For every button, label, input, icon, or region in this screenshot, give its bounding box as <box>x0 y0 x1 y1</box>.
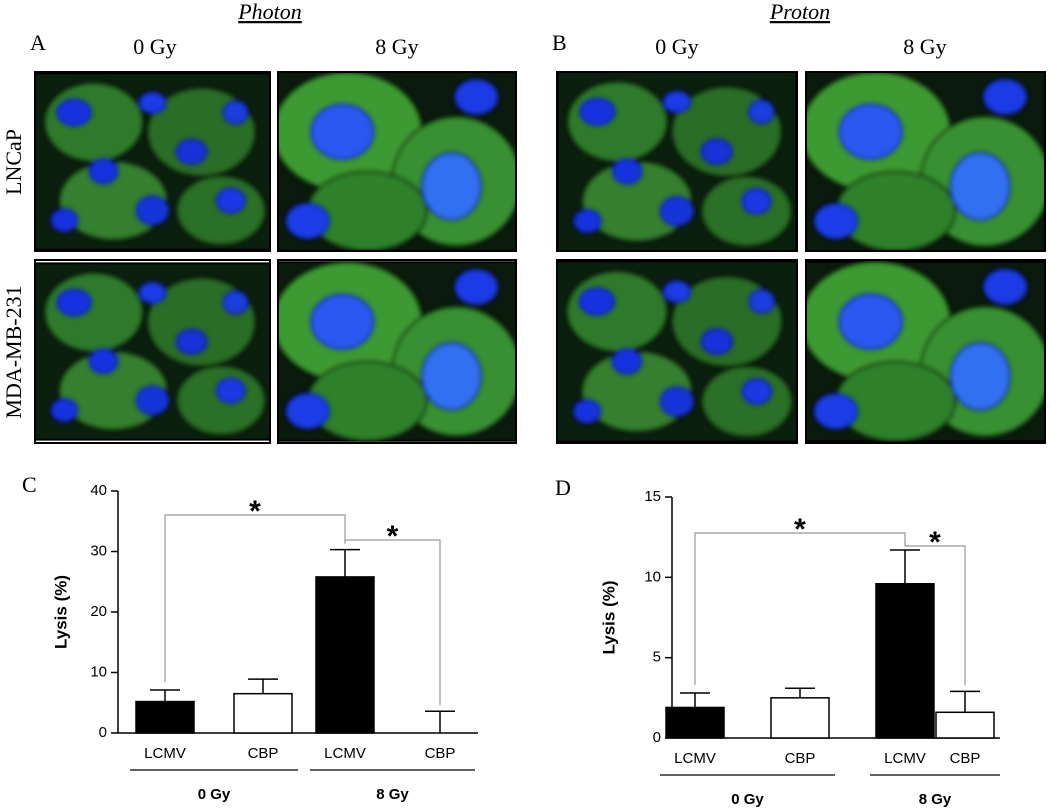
significance-bracket <box>164 514 346 683</box>
bar <box>665 706 725 739</box>
panel-title: Proton <box>769 0 830 24</box>
x-tick-label: CBP <box>248 745 279 762</box>
significance-star: * <box>387 520 399 553</box>
panel-title: Photon <box>237 0 302 24</box>
x-tick-label: CBP <box>425 745 456 762</box>
bar <box>935 711 995 739</box>
y-tick-label: 0 <box>99 724 107 741</box>
group-label: 8 Gy <box>919 791 952 808</box>
group-label: 8 Gy <box>376 786 409 803</box>
x-tick-label: LCMV <box>144 745 186 762</box>
y-tick-label: 0 <box>653 729 661 746</box>
bar <box>233 692 293 734</box>
significance-bracket <box>344 539 441 706</box>
significance-star: * <box>794 513 806 546</box>
y-tick-label: 15 <box>644 488 661 505</box>
y-tick-label: 10 <box>644 568 661 585</box>
row-label: MDA-MB-231 <box>1 285 26 418</box>
panel-label: A <box>30 30 46 55</box>
row-label: LNCaP <box>1 129 26 195</box>
panel-label: D <box>555 475 571 500</box>
significance-bracket <box>904 542 966 686</box>
y-axis-label: Lysis (%) <box>51 575 70 649</box>
bar <box>315 576 375 734</box>
y-tick-label: 40 <box>90 482 107 499</box>
significance-bracket <box>694 532 906 686</box>
column-label: 8 Gy <box>903 34 946 59</box>
column-label: 0 Gy <box>133 34 176 59</box>
x-tick-label: LCMV <box>324 745 366 762</box>
bar <box>770 697 830 739</box>
significance-star: * <box>249 495 261 528</box>
group-label: 0 Gy <box>198 786 231 803</box>
bar <box>875 583 935 739</box>
y-tick-label: 20 <box>90 603 107 620</box>
panel-label: C <box>22 472 37 497</box>
x-tick-label: LCMV <box>884 750 926 767</box>
y-tick-label: 30 <box>90 542 107 559</box>
group-label: 0 Gy <box>731 791 764 808</box>
bar <box>135 700 195 734</box>
panel-label: B <box>552 30 567 55</box>
micrographs <box>34 71 1046 444</box>
y-axis-label: Lysis (%) <box>599 580 618 654</box>
y-tick-label: 10 <box>90 663 107 680</box>
column-label: 0 Gy <box>655 34 698 59</box>
y-tick-label: 5 <box>653 649 661 666</box>
x-tick-label: LCMV <box>674 750 716 767</box>
column-label: 8 Gy <box>375 34 418 59</box>
x-tick-label: CBP <box>950 750 981 767</box>
x-tick-label: CBP <box>785 750 816 767</box>
significance-star: * <box>929 526 941 559</box>
